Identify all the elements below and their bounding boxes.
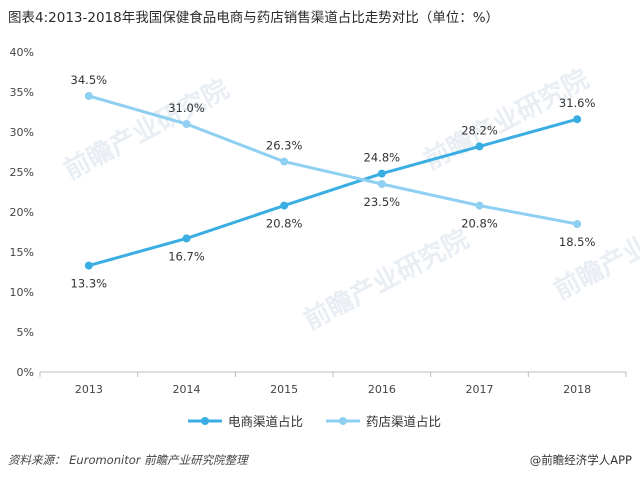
legend-swatch-marker	[201, 417, 209, 425]
data-point	[182, 120, 191, 128]
y-tick-label: 10%	[10, 286, 34, 299]
y-tick-label: 0%	[17, 366, 34, 379]
source-note: 资料来源： Euromonitor 前瞻产业研究院整理	[8, 453, 248, 467]
data-point	[573, 115, 582, 124]
legend-swatch-marker	[339, 417, 347, 425]
y-tick-label: 25%	[10, 166, 34, 179]
data-point	[280, 201, 289, 210]
x-tick-label: 2014	[173, 383, 201, 396]
series-layer: 13.3% 34.5% 16.7% 31.0% 20.8% 26.3% 24.8% 23.5%…	[71, 73, 596, 291]
watermark-text: 前瞻产业研究院	[549, 193, 640, 306]
data-label: 24.8%	[364, 151, 401, 165]
x-tick-label: 2016	[368, 383, 396, 396]
watermark-text: 前瞻产业研究院	[419, 63, 594, 176]
y-axis: 0% 5% 10% 15% 20% 25% 30% 35% 40%	[10, 46, 34, 379]
y-tick-label: 30%	[10, 126, 34, 139]
data-label: 28.2%	[461, 123, 498, 137]
data-label: 20.8%	[461, 217, 498, 231]
series-2	[84, 92, 582, 228]
legend-label: 药店渠道占比	[366, 414, 441, 429]
x-tick-label: 2013	[75, 383, 103, 396]
data-point	[475, 201, 484, 210]
data-point	[182, 234, 191, 243]
watermark-text: 前瞻产业研究院	[299, 223, 474, 336]
data-label: 16.7%	[168, 249, 205, 263]
legend: 电商渠道占比 药店渠道占比	[188, 414, 441, 429]
legend-item: 电商渠道占比	[188, 414, 303, 429]
x-axis: 2013 2014 2015 2016 2017 2018	[39, 371, 627, 396]
data-point	[377, 169, 386, 178]
data-label: 23.5%	[364, 195, 401, 209]
data-point	[84, 261, 93, 270]
data-label: 31.6%	[559, 96, 596, 110]
x-tick-label: 2018	[563, 383, 591, 396]
data-label: 20.8%	[266, 217, 303, 231]
data-point	[573, 220, 582, 228]
data-point	[377, 180, 386, 188]
y-tick-label: 20%	[10, 206, 34, 219]
series-1	[84, 115, 582, 270]
y-tick-label: 40%	[10, 46, 34, 59]
series-line	[88, 117, 578, 268]
y-tick-label: 35%	[10, 86, 34, 99]
watermark-text: 前瞻产业研究院	[59, 73, 234, 186]
data-label: 13.3%	[71, 277, 108, 291]
data-point	[475, 142, 484, 151]
legend-label: 电商渠道占比	[228, 414, 303, 429]
data-point	[280, 157, 289, 166]
brand-credit: @前瞻经济学人APP	[529, 453, 632, 467]
data-label: 34.5%	[71, 73, 108, 87]
x-tick-label: 2017	[466, 383, 494, 396]
x-tick-label: 2015	[270, 383, 298, 396]
data-label: 18.5%	[559, 235, 596, 249]
y-tick-label: 5%	[17, 326, 34, 339]
chart-title: 图表4:2013-2018年我国保健食品电商与药店销售渠道占比走势对比（单位：%…	[8, 10, 500, 26]
legend-item: 药店渠道占比	[326, 414, 441, 429]
data-point	[84, 92, 93, 100]
series-line	[88, 94, 578, 226]
data-label: 26.3%	[266, 139, 303, 153]
data-label: 31.0%	[168, 101, 205, 115]
y-tick-label: 15%	[10, 246, 34, 259]
